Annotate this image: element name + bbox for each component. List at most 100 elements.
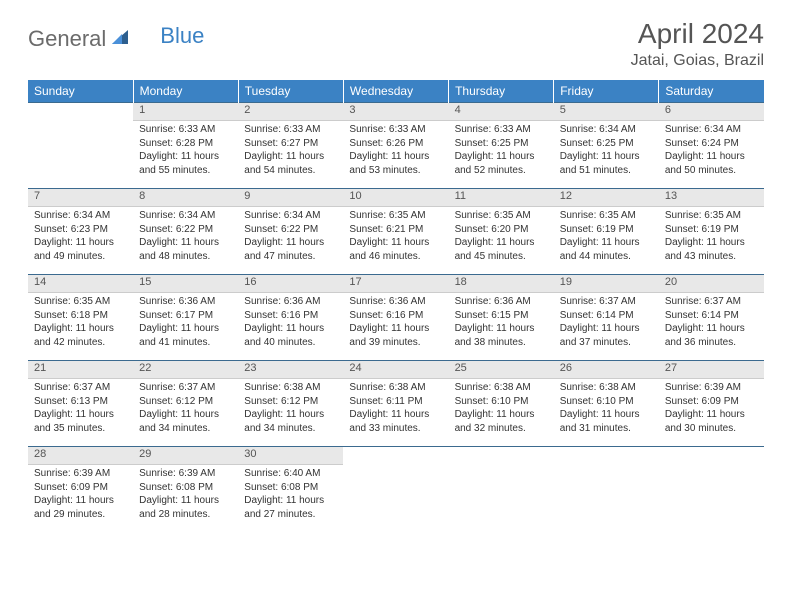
daylight-text: Daylight: 11 hours xyxy=(139,236,232,250)
day-number: 18 xyxy=(449,275,554,293)
day-cell: Sunrise: 6:33 AMSunset: 6:28 PMDaylight:… xyxy=(133,121,238,189)
sunrise-text: Sunrise: 6:36 AM xyxy=(244,295,337,309)
sunrise-text: Sunrise: 6:34 AM xyxy=(665,123,758,137)
daylight-text: Daylight: 11 hours xyxy=(139,150,232,164)
day-cell: Sunrise: 6:36 AMSunset: 6:15 PMDaylight:… xyxy=(449,293,554,361)
content-row: Sunrise: 6:35 AMSunset: 6:18 PMDaylight:… xyxy=(28,293,764,361)
daylight-text: Daylight: 11 hours xyxy=(244,322,337,336)
daylight-text: Daylight: 11 hours xyxy=(244,494,337,508)
content-row: Sunrise: 6:39 AMSunset: 6:09 PM Daylight:… xyxy=(28,465,764,533)
sunset-text: Sunset: 6:26 PM xyxy=(349,137,442,151)
daylight-text: Daylight: 11 hours xyxy=(665,150,758,164)
day-cell: Sunrise: 6:35 AMSunset: 6:20 PMDaylight:… xyxy=(449,207,554,275)
day-number: 2 xyxy=(238,103,343,121)
sunrise-text: Sunrise: 6:35 AM xyxy=(560,209,653,223)
sunrise-text: Sunrise: 6:37 AM xyxy=(560,295,653,309)
daylight-text: Daylight: 11 hours xyxy=(244,236,337,250)
day-cell: Sunrise: 6:35 AMSunset: 6:19 PMDaylight:… xyxy=(554,207,659,275)
day-number: 5 xyxy=(554,103,659,121)
daylight-text: and 51 minutes. xyxy=(560,164,653,178)
month-title: April 2024 xyxy=(631,18,764,50)
daylight-text: Daylight: 11 hours xyxy=(665,322,758,336)
daylight-text: Daylight: 11 hours xyxy=(560,150,653,164)
day-cell: Sunrise: 6:39 AMSunset: 6:09 PMDaylight:… xyxy=(659,379,764,447)
day-number: 4 xyxy=(449,103,554,121)
day-cell: Sunrise: 6:33 AMSunset: 6:25 PMDaylight:… xyxy=(449,121,554,189)
sunrise-text: Sunrise: 6:34 AM xyxy=(139,209,232,223)
sunrise-text: Sunrise: 6:35 AM xyxy=(665,209,758,223)
sunset-text: Sunset: 6:16 PM xyxy=(349,309,442,323)
daylight-text: Daylight: 11 hours xyxy=(139,494,232,508)
title-block: April 2024 Jatai, Goias, Brazil xyxy=(631,18,764,70)
sunset-text: Sunset: 6:25 PM xyxy=(455,137,548,151)
daylight-text: and 33 minutes. xyxy=(349,422,442,436)
sunset-text: Sunset: 6:24 PM xyxy=(665,137,758,151)
content-row: Sunrise: 6:34 AM Sunset: 6:23 PM Daylight:… xyxy=(28,207,764,275)
sunset-text: Sunset: 6:15 PM xyxy=(455,309,548,323)
logo: General Blue xyxy=(28,26,204,52)
sunrise-text: Sunrise: 6:34 AM xyxy=(560,123,653,137)
weekday-header: Friday xyxy=(554,80,659,103)
day-cell: Sunrise: 6:33 AMSunset: 6:27 PMDaylight:… xyxy=(238,121,343,189)
daylight-text: Daylight: 11 hours xyxy=(560,408,653,422)
daylight-text: and 49 minutes. xyxy=(34,250,127,264)
daylight-text: and 53 minutes. xyxy=(349,164,442,178)
day-cell xyxy=(449,465,554,533)
daylight-text: Daylight: 11 hours xyxy=(139,408,232,422)
day-number: 6 xyxy=(659,103,764,121)
weekday-header: Tuesday xyxy=(238,80,343,103)
sunrise-text: Sunrise: 6:39 AM xyxy=(34,467,127,481)
daylight-text: Daylight: 11 hours xyxy=(349,322,442,336)
daylight-text: and 54 minutes. xyxy=(244,164,337,178)
day-number xyxy=(554,447,659,465)
day-number: 3 xyxy=(343,103,448,121)
day-number: 24 xyxy=(343,361,448,379)
sunrise-text: Sunrise: 6:38 AM xyxy=(560,381,653,395)
sunset-text: Sunset: 6:14 PM xyxy=(665,309,758,323)
day-number: 27 xyxy=(659,361,764,379)
day-cell: Sunrise: 6:39 AMSunset: 6:08 PMDaylight:… xyxy=(133,465,238,533)
day-cell: Sunrise: 6:34 AMSunset: 6:24 PMDaylight:… xyxy=(659,121,764,189)
sunrise-text: Sunrise: 6:36 AM xyxy=(139,295,232,309)
sunset-text: Sunset: 6:25 PM xyxy=(560,137,653,151)
day-cell: Sunrise: 6:36 AMSunset: 6:16 PMDaylight:… xyxy=(238,293,343,361)
daylight-text: and 36 minutes. xyxy=(665,336,758,350)
sunset-text: Sunset: 6:23 PM xyxy=(34,223,127,237)
sunrise-text: Sunrise: 6:38 AM xyxy=(349,381,442,395)
day-number xyxy=(28,103,133,121)
logo-text-blue: Blue xyxy=(160,23,204,49)
sunset-text: Sunset: 6:11 PM xyxy=(349,395,442,409)
daylight-text: Daylight: 11 hours xyxy=(560,322,653,336)
day-cell: Sunrise: 6:38 AMSunset: 6:12 PMDaylight:… xyxy=(238,379,343,447)
day-cell: Sunrise: 6:33 AMSunset: 6:26 PMDaylight:… xyxy=(343,121,448,189)
logo-text-general: General xyxy=(28,26,106,52)
daynum-row: 14151617181920 xyxy=(28,275,764,293)
day-number: 23 xyxy=(238,361,343,379)
sunrise-text: Sunrise: 6:38 AM xyxy=(455,381,548,395)
day-number: 8 xyxy=(133,189,238,207)
day-cell: Sunrise: 6:40 AMSunset: 6:08 PMDaylight:… xyxy=(238,465,343,533)
daylight-text: and 37 minutes. xyxy=(560,336,653,350)
sunrise-text: Sunrise: 6:35 AM xyxy=(349,209,442,223)
day-cell xyxy=(659,465,764,533)
day-number: 10 xyxy=(343,189,448,207)
sunrise-text: Sunrise: 6:37 AM xyxy=(34,381,127,395)
sunset-text: Sunset: 6:20 PM xyxy=(455,223,548,237)
daylight-text: Daylight: 11 hours xyxy=(34,408,127,422)
sunset-text: Sunset: 6:21 PM xyxy=(349,223,442,237)
logo-sail-icon xyxy=(110,28,130,51)
daylight-text: and 30 minutes. xyxy=(665,422,758,436)
day-cell: Sunrise: 6:38 AMSunset: 6:11 PMDaylight:… xyxy=(343,379,448,447)
sunset-text: Sunset: 6:13 PM xyxy=(34,395,127,409)
location: Jatai, Goias, Brazil xyxy=(631,52,764,70)
day-cell: Sunrise: 6:35 AMSunset: 6:19 PMDaylight:… xyxy=(659,207,764,275)
day-number: 19 xyxy=(554,275,659,293)
content-row: Sunrise: 6:37 AMSunset: 6:13 PMDaylight:… xyxy=(28,379,764,447)
sunset-text: Sunset: 6:09 PM xyxy=(34,481,127,495)
day-number: 28 xyxy=(28,447,133,465)
daylight-text: and 38 minutes. xyxy=(455,336,548,350)
day-cell xyxy=(28,121,133,189)
daylight-text: Daylight: 11 hours xyxy=(349,150,442,164)
sunrise-text: Sunrise: 6:34 AM xyxy=(244,209,337,223)
daynum-row: 21222324252627 xyxy=(28,361,764,379)
